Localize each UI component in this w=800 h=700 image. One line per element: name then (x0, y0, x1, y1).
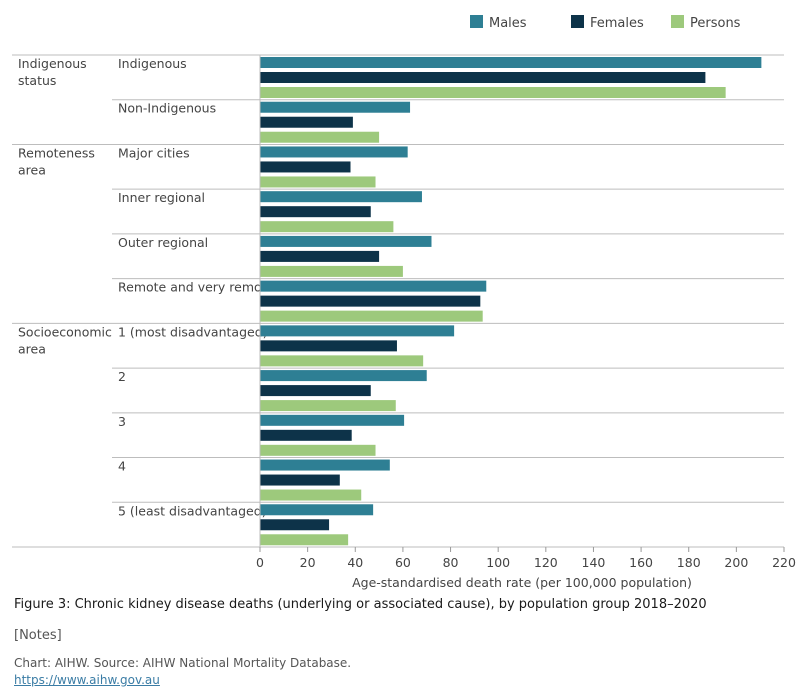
bar-females (260, 385, 371, 397)
bar-females (260, 519, 330, 531)
category-label: 1 (most disadvantaged) (118, 324, 268, 339)
category-label: 2 (118, 369, 126, 384)
x-tick-label: 40 (347, 555, 363, 570)
group-label: area (18, 341, 46, 356)
bar-females (260, 206, 371, 218)
category-label: Outer regional (118, 235, 208, 250)
source-link[interactable]: https://www.aihw.gov.au (14, 673, 160, 687)
bar-females (260, 116, 353, 128)
chart-credit: Chart: AIHW. Source: AIHW National Morta… (14, 656, 352, 670)
bar-females (260, 429, 352, 441)
group-label: Remoteness (18, 145, 95, 160)
bar-females (260, 295, 481, 307)
legend-label-males: Males (489, 16, 527, 31)
bar-males (260, 101, 411, 113)
bar-males (260, 504, 374, 516)
bar-females (260, 340, 397, 352)
x-tick-label: 160 (629, 555, 653, 570)
bar-females (260, 250, 380, 262)
bar-persons (260, 400, 396, 412)
x-tick-label: 60 (395, 555, 411, 570)
bar-males (260, 325, 455, 337)
group-label: area (18, 162, 46, 177)
bar-females (260, 161, 351, 173)
category-label: Inner regional (118, 190, 205, 205)
legend-swatch-males (470, 15, 483, 28)
x-tick-label: 100 (486, 555, 510, 570)
bar-females (260, 72, 706, 83)
x-tick-label: 200 (724, 555, 748, 570)
bar-females (260, 474, 340, 486)
bar-males (260, 414, 405, 426)
category-label: Remote and very remote (118, 280, 275, 295)
category-label: 3 (118, 414, 126, 429)
group-label: status (18, 73, 56, 88)
x-tick-label: 120 (534, 555, 558, 570)
bar-males (260, 459, 390, 471)
x-tick-label: 140 (582, 555, 606, 570)
x-tick-label: 180 (677, 555, 701, 570)
bar-persons (260, 489, 362, 501)
figure-title: Figure 3: Chronic kidney disease deaths … (14, 597, 707, 612)
group-label: Socioeconomic (18, 324, 112, 339)
bar-persons (260, 534, 349, 546)
category-label: 4 (118, 459, 126, 474)
bar-persons (260, 265, 403, 277)
x-tick-label: 80 (443, 555, 459, 570)
legend-label-females: Females (590, 16, 644, 31)
bar-persons (260, 176, 376, 188)
x-tick-label: 0 (256, 555, 264, 570)
bar-males (260, 235, 432, 247)
group-label: Indigenous (18, 56, 87, 71)
category-label: Major cities (118, 145, 190, 160)
notes-link[interactable]: [Notes] (14, 628, 62, 643)
legend-swatch-persons (671, 15, 684, 28)
bar-males (260, 191, 422, 203)
bar-males (260, 370, 427, 382)
bar-males (260, 57, 762, 68)
bar-males (260, 146, 408, 158)
category-label: 5 (least disadvantaged) (118, 503, 267, 518)
legend-label-persons: Persons (690, 16, 741, 31)
bar-persons (260, 221, 394, 233)
category-label: Non-Indigenous (118, 101, 216, 116)
chart-area: Males Females Persons Indigenous status Indig… (12, 15, 796, 590)
bar-persons (260, 131, 380, 143)
bar-persons (260, 310, 483, 322)
x-tick-label: 220 (772, 555, 796, 570)
x-tick-label: 20 (300, 555, 316, 570)
bar-males (260, 280, 487, 292)
category-label: Indigenous (118, 56, 187, 71)
bar-persons (260, 444, 376, 456)
x-axis-label: Age-standardised death rate (per 100,000… (352, 575, 692, 590)
bar-persons (260, 355, 424, 367)
legend-swatch-females (571, 15, 584, 28)
bar-persons (260, 87, 726, 98)
